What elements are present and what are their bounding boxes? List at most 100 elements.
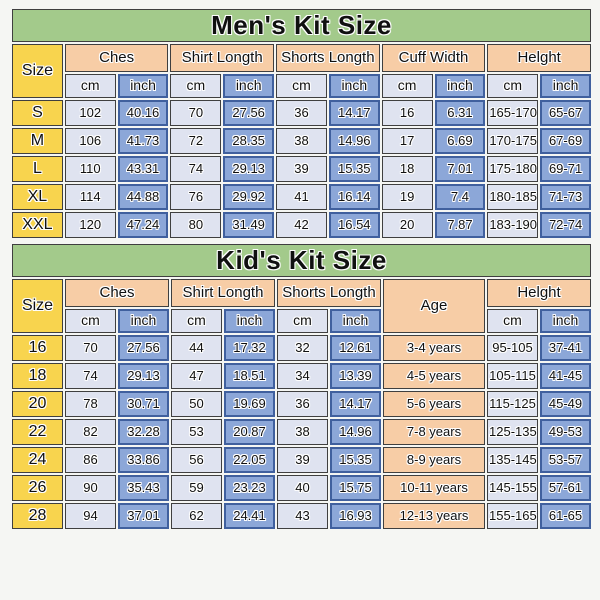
table-cell: 14.17 xyxy=(330,391,381,417)
column-header-shirt-longth: Shirt Longth xyxy=(170,44,275,72)
table-cell: 15.75 xyxy=(330,475,381,501)
column-header-helght: Helght xyxy=(487,44,591,72)
table-cell: 50 xyxy=(171,391,222,417)
table-cell: 95-105 xyxy=(487,335,538,361)
table-cell: 45-49 xyxy=(540,391,591,417)
table-cell: 47.24 xyxy=(117,212,169,238)
table-cell: 31.49 xyxy=(223,212,275,238)
table-cell: 5-6 years xyxy=(383,391,485,417)
table-cell: 32 xyxy=(277,335,328,361)
table-cell: 76 xyxy=(170,184,222,210)
table-cell: 49-53 xyxy=(540,419,591,445)
table-cell: 74 xyxy=(65,363,116,389)
table-cell: 82 xyxy=(65,419,116,445)
table-cell: 28.35 xyxy=(223,128,275,154)
table-cell: 183-190 xyxy=(487,212,539,238)
column-header-shorts-longth: Shorts Longth xyxy=(276,44,380,72)
table-cell: 41-45 xyxy=(540,363,591,389)
table-row: 18 74 29.13 47 18.51 34 13.39 4-5 years 105-115 4… xyxy=(12,363,591,389)
table-row: 22 82 32.28 53 20.87 38 14.96 7-8 years 125-135 4… xyxy=(12,419,591,445)
column-header-helght: Helght xyxy=(487,279,591,307)
unit-header-inch: inch xyxy=(117,74,169,98)
table-cell: 17.32 xyxy=(224,335,275,361)
table-cell: 22.05 xyxy=(224,447,275,473)
table-row: 16 70 27.56 44 17.32 32 12.61 3-4 years 95-105 37… xyxy=(12,335,591,361)
table-cell: 44 xyxy=(171,335,222,361)
table-cell: 7-8 years xyxy=(383,419,485,445)
table-cell: 15.35 xyxy=(330,447,381,473)
table-cell: 102 xyxy=(64,100,116,126)
table-cell: 70 xyxy=(170,100,222,126)
row-size-label: 22 xyxy=(12,419,63,445)
row-size-label: M xyxy=(12,128,63,154)
table-cell: 7.01 xyxy=(434,156,486,182)
table-cell: 70 xyxy=(65,335,116,361)
table-cell: 86 xyxy=(65,447,116,473)
table-cell: 33.86 xyxy=(118,447,169,473)
table-cell: 34 xyxy=(277,363,328,389)
table-cell: 125-135 xyxy=(487,419,538,445)
column-header-shirt-longth: Shirt Longth xyxy=(171,279,275,307)
table-cell: 18 xyxy=(381,156,433,182)
unit-header-cm: cm xyxy=(381,74,433,98)
table-row: M 106 41.73 72 28.35 38 14.96 17 6.69 170-175 67-6… xyxy=(12,128,591,154)
table-cell: 23.23 xyxy=(224,475,275,501)
table-row: XXL 120 47.24 80 31.49 42 16.54 20 7.87 183-190 72… xyxy=(12,212,591,238)
table-cell: 65-67 xyxy=(540,100,591,126)
table-cell: 29.13 xyxy=(118,363,169,389)
table-cell: 41.73 xyxy=(117,128,169,154)
table-cell: 29.13 xyxy=(223,156,275,182)
table-cell: 37-41 xyxy=(540,335,591,361)
table-cell: 44.88 xyxy=(117,184,169,210)
unit-header-cm: cm xyxy=(487,309,538,333)
table-cell: 170-175 xyxy=(487,128,539,154)
table-cell: 13.39 xyxy=(330,363,381,389)
table-cell: 4-5 years xyxy=(383,363,485,389)
unit-header-cm: cm xyxy=(171,309,222,333)
table-cell: 53-57 xyxy=(540,447,591,473)
table-cell: 39 xyxy=(277,447,328,473)
table-cell: 12.61 xyxy=(330,335,381,361)
table-cell: 16.93 xyxy=(330,503,381,529)
table-cell: 135-145 xyxy=(487,447,538,473)
table-row: XL 114 44.88 76 29.92 41 16.14 19 7.4 180-185 71-7… xyxy=(12,184,591,210)
table-cell: 80 xyxy=(170,212,222,238)
row-size-label: 18 xyxy=(12,363,63,389)
column-header-age: Age xyxy=(383,279,485,333)
table-cell: 17 xyxy=(381,128,433,154)
table-cell: 114 xyxy=(64,184,116,210)
unit-header-inch: inch xyxy=(540,309,591,333)
table-cell: 175-180 xyxy=(487,156,539,182)
table-cell: 74 xyxy=(170,156,222,182)
table-cell: 94 xyxy=(65,503,116,529)
table-cell: 8-9 years xyxy=(383,447,485,473)
table-cell: 165-170 xyxy=(487,100,539,126)
table-cell: 14.96 xyxy=(328,128,380,154)
table-cell: 62 xyxy=(171,503,222,529)
unit-header-row: cm inch cm inch cm inch cm inch cm inch xyxy=(12,74,591,98)
unit-header-inch: inch xyxy=(540,74,591,98)
unit-header-inch: inch xyxy=(118,309,169,333)
table-cell: 16.14 xyxy=(328,184,380,210)
table-cell: 16.54 xyxy=(328,212,380,238)
table-cell: 41 xyxy=(276,184,327,210)
kids-kit-size-title: Kid's Kit Size xyxy=(12,244,591,277)
table-cell: 19.69 xyxy=(224,391,275,417)
unit-header-cm: cm xyxy=(276,74,327,98)
table-cell: 12-13 years xyxy=(383,503,485,529)
table-cell: 67-69 xyxy=(540,128,591,154)
row-size-label: XL xyxy=(12,184,63,210)
table-cell: 57-61 xyxy=(540,475,591,501)
table-cell: 145-155 xyxy=(487,475,538,501)
table-cell: 27.56 xyxy=(118,335,169,361)
table-cell: 29.92 xyxy=(223,184,275,210)
column-header-cuff-width: Cuff Width xyxy=(381,44,486,72)
table-row: L 110 43.31 74 29.13 39 15.35 18 7.01 175-180 69-7… xyxy=(12,156,591,182)
row-size-label: 28 xyxy=(12,503,63,529)
table-cell: 36 xyxy=(277,391,328,417)
table-cell: 105-115 xyxy=(487,363,538,389)
unit-header-inch: inch xyxy=(224,309,275,333)
table-cell: 61-65 xyxy=(540,503,591,529)
unit-header-cm: cm xyxy=(65,309,116,333)
